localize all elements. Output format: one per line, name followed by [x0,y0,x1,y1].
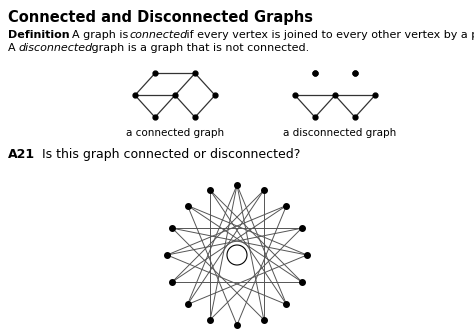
Text: A: A [8,43,19,53]
Text: A graph is: A graph is [72,30,132,40]
Text: disconnected: disconnected [18,43,92,53]
Text: Definition: Definition [8,30,70,40]
Text: Is this graph connected or disconnected?: Is this graph connected or disconnected? [42,148,301,161]
Text: a connected graph: a connected graph [126,128,224,138]
Circle shape [227,245,247,265]
Text: graph is a graph that is not connected.: graph is a graph that is not connected. [88,43,309,53]
Text: Connected and Disconnected Graphs: Connected and Disconnected Graphs [8,10,313,25]
Text: if every vertex is joined to every other vertex by a path.: if every vertex is joined to every other… [183,30,474,40]
Text: connected: connected [129,30,187,40]
Text: A21: A21 [8,148,35,161]
Text: a disconnected graph: a disconnected graph [283,128,397,138]
